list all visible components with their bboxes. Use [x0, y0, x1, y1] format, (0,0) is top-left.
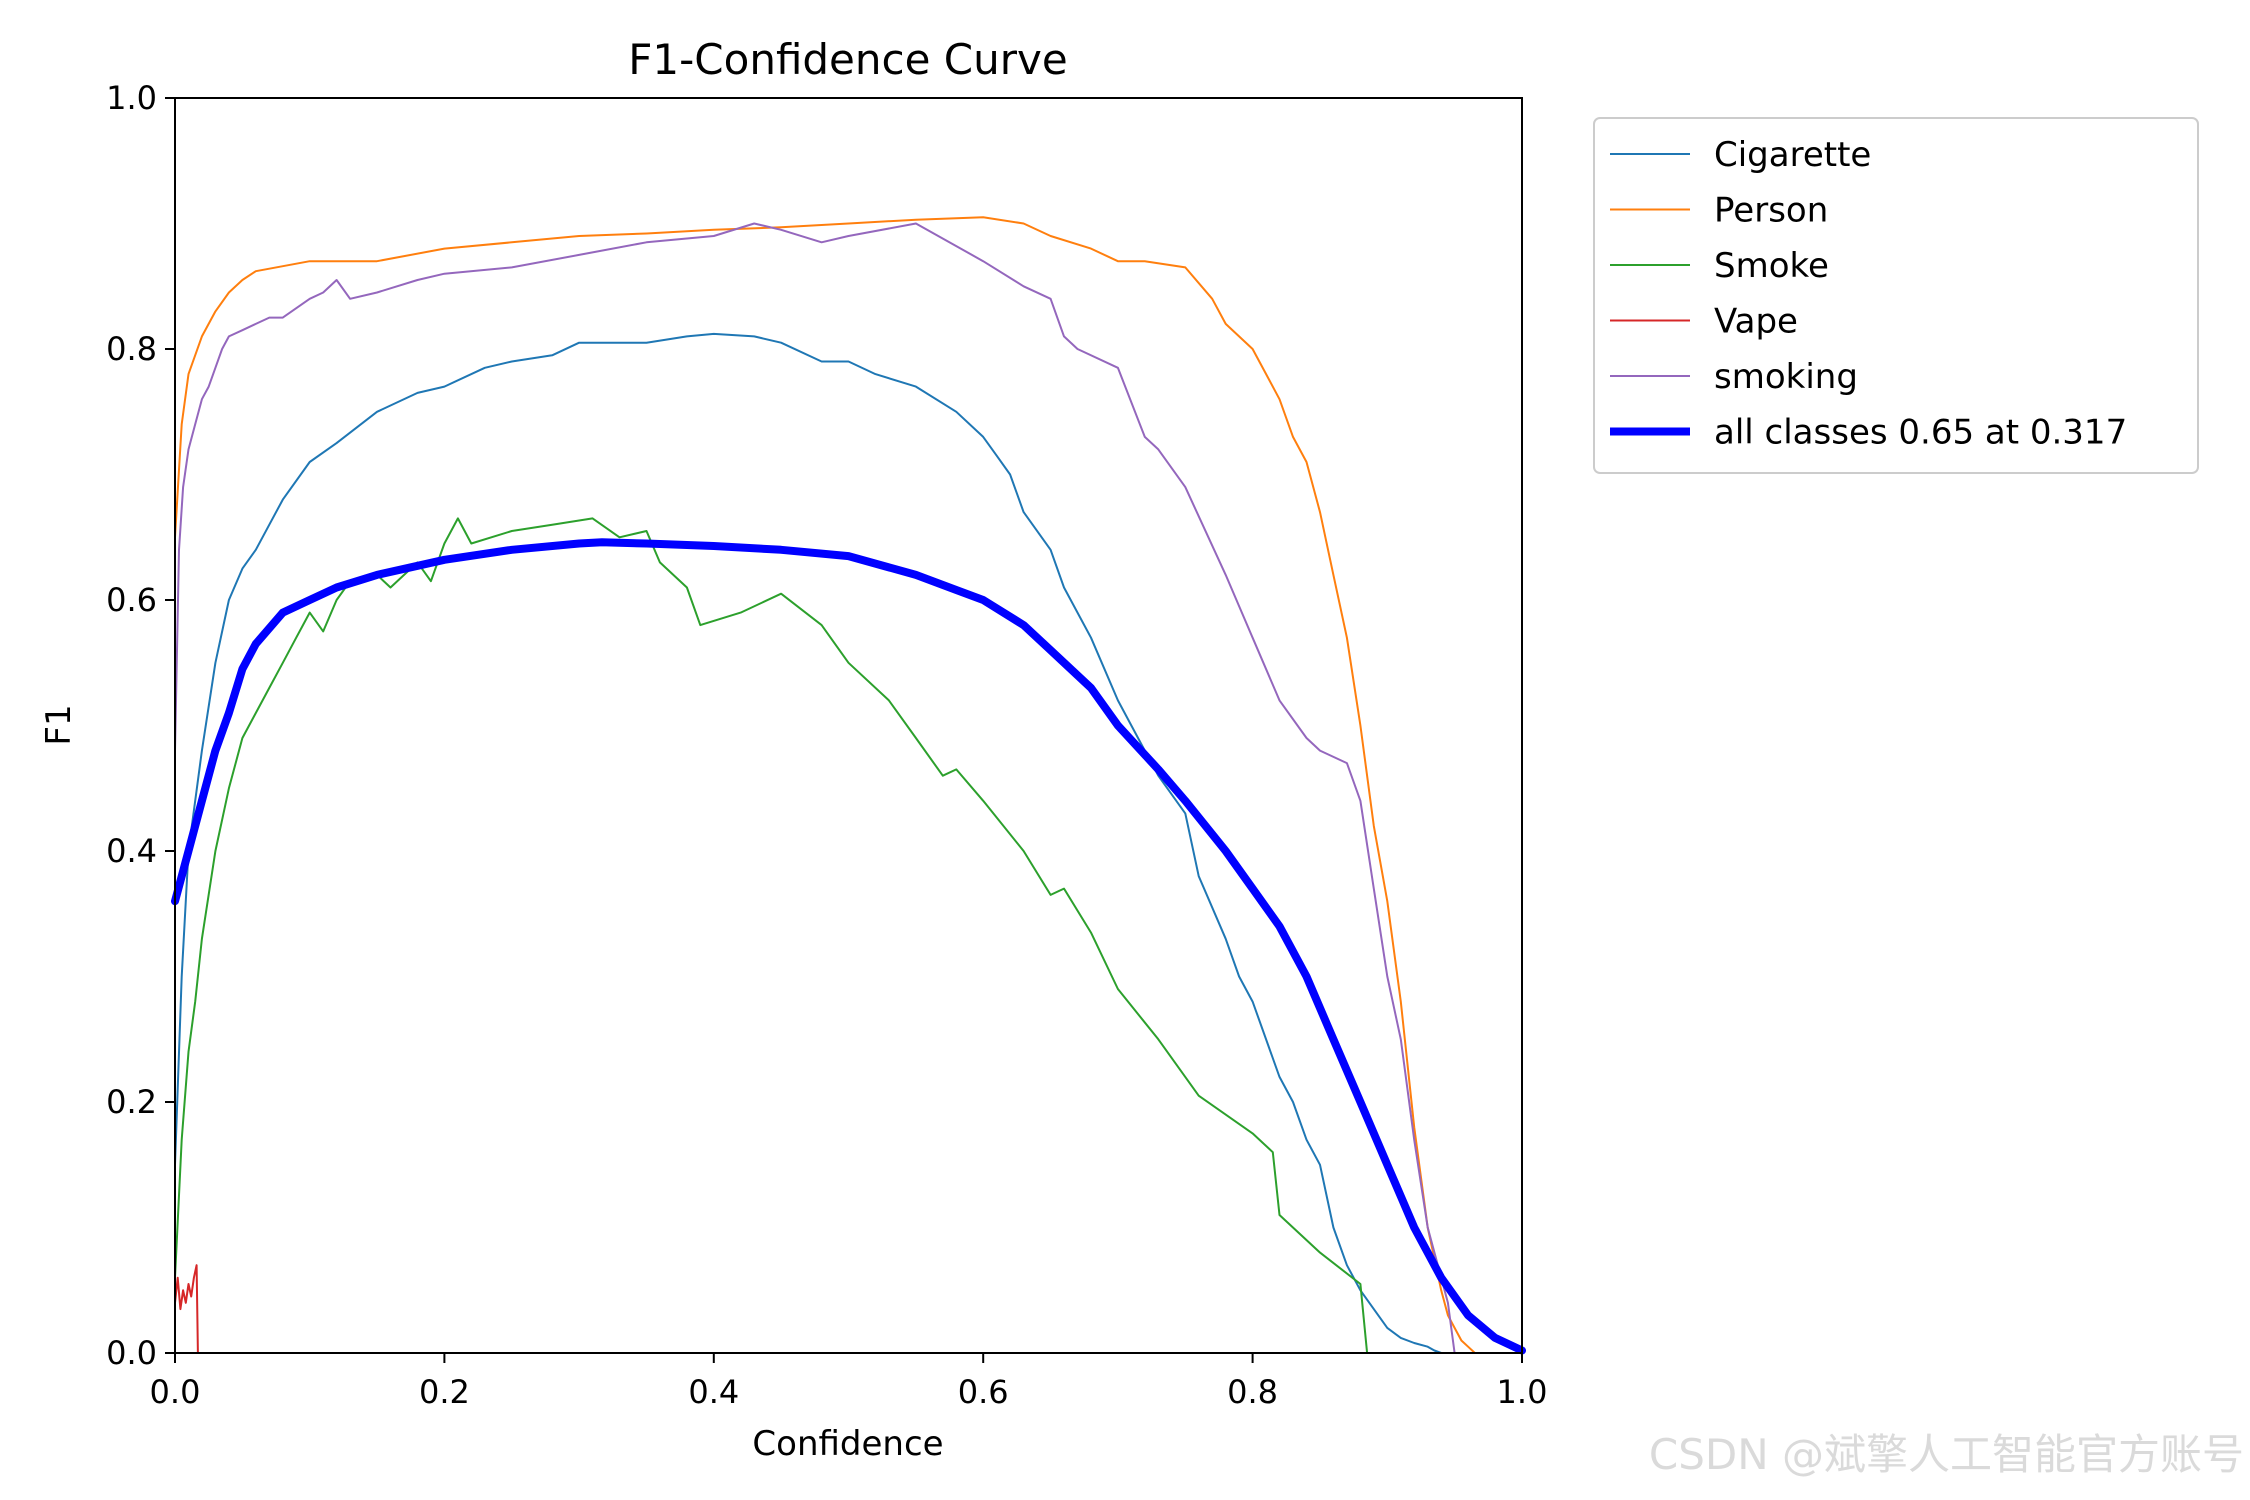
y-axis: 0.0 0.2 0.4 0.6 0.8 1.0: [106, 79, 175, 1372]
legend-label-all-classes-0-65-at-0-317: all classes 0.65 at 0.317: [1714, 413, 2127, 453]
legend-box: [1593, 117, 2199, 474]
x-tick-label: 1.0: [1497, 1373, 1548, 1411]
x-tick-label: 0.4: [688, 1373, 739, 1411]
series-line-cigarette: [174, 332, 1443, 1354]
x-tick-label: 0.6: [958, 1373, 1009, 1411]
watermark: CSDN @斌擎人工智能官方账号: [1648, 1430, 2244, 1479]
legend-label-person: Person: [1714, 191, 1828, 231]
x-tick-label: 0.2: [419, 1373, 470, 1411]
y-tick-label: 0.0: [106, 1334, 157, 1372]
x-tick-label: 0.8: [1227, 1373, 1278, 1411]
legend-label-vape: Vape: [1714, 302, 1798, 342]
series-line-person: [174, 216, 1476, 1354]
series-line-vape: [174, 1264, 1523, 1354]
legend-label-smoking: smoking: [1714, 357, 1858, 397]
x-axis-label: Confidence: [752, 1424, 943, 1464]
legend: Cigarette Person Smoke Vape smoking all class…: [1593, 117, 2199, 474]
legend-label-cigarette: Cigarette: [1714, 135, 1871, 175]
legend-label-smoke: Smoke: [1714, 246, 1829, 286]
y-tick-label: 0.6: [106, 581, 157, 619]
series-line-smoke: [174, 517, 1369, 1354]
y-tick-label: 0.2: [106, 1083, 157, 1121]
x-tick-label: 0.0: [150, 1373, 201, 1411]
y-axis-label: F1: [39, 704, 79, 745]
series-line-smoking: [174, 222, 1456, 1354]
plot-frame: [174, 97, 1523, 1354]
y-tick-label: 1.0: [106, 79, 157, 117]
plot-lines: [171, 216, 1526, 1355]
x-axis: 0.0 0.2 0.4 0.6 0.8 1.0: [150, 1353, 1548, 1411]
chart-title: F1-Confidence Curve: [628, 35, 1067, 84]
y-tick-label: 0.8: [106, 330, 157, 368]
y-tick-label: 0.4: [106, 832, 157, 870]
series-line-all-classes-0-65-at-0-317: [171, 538, 1526, 1355]
